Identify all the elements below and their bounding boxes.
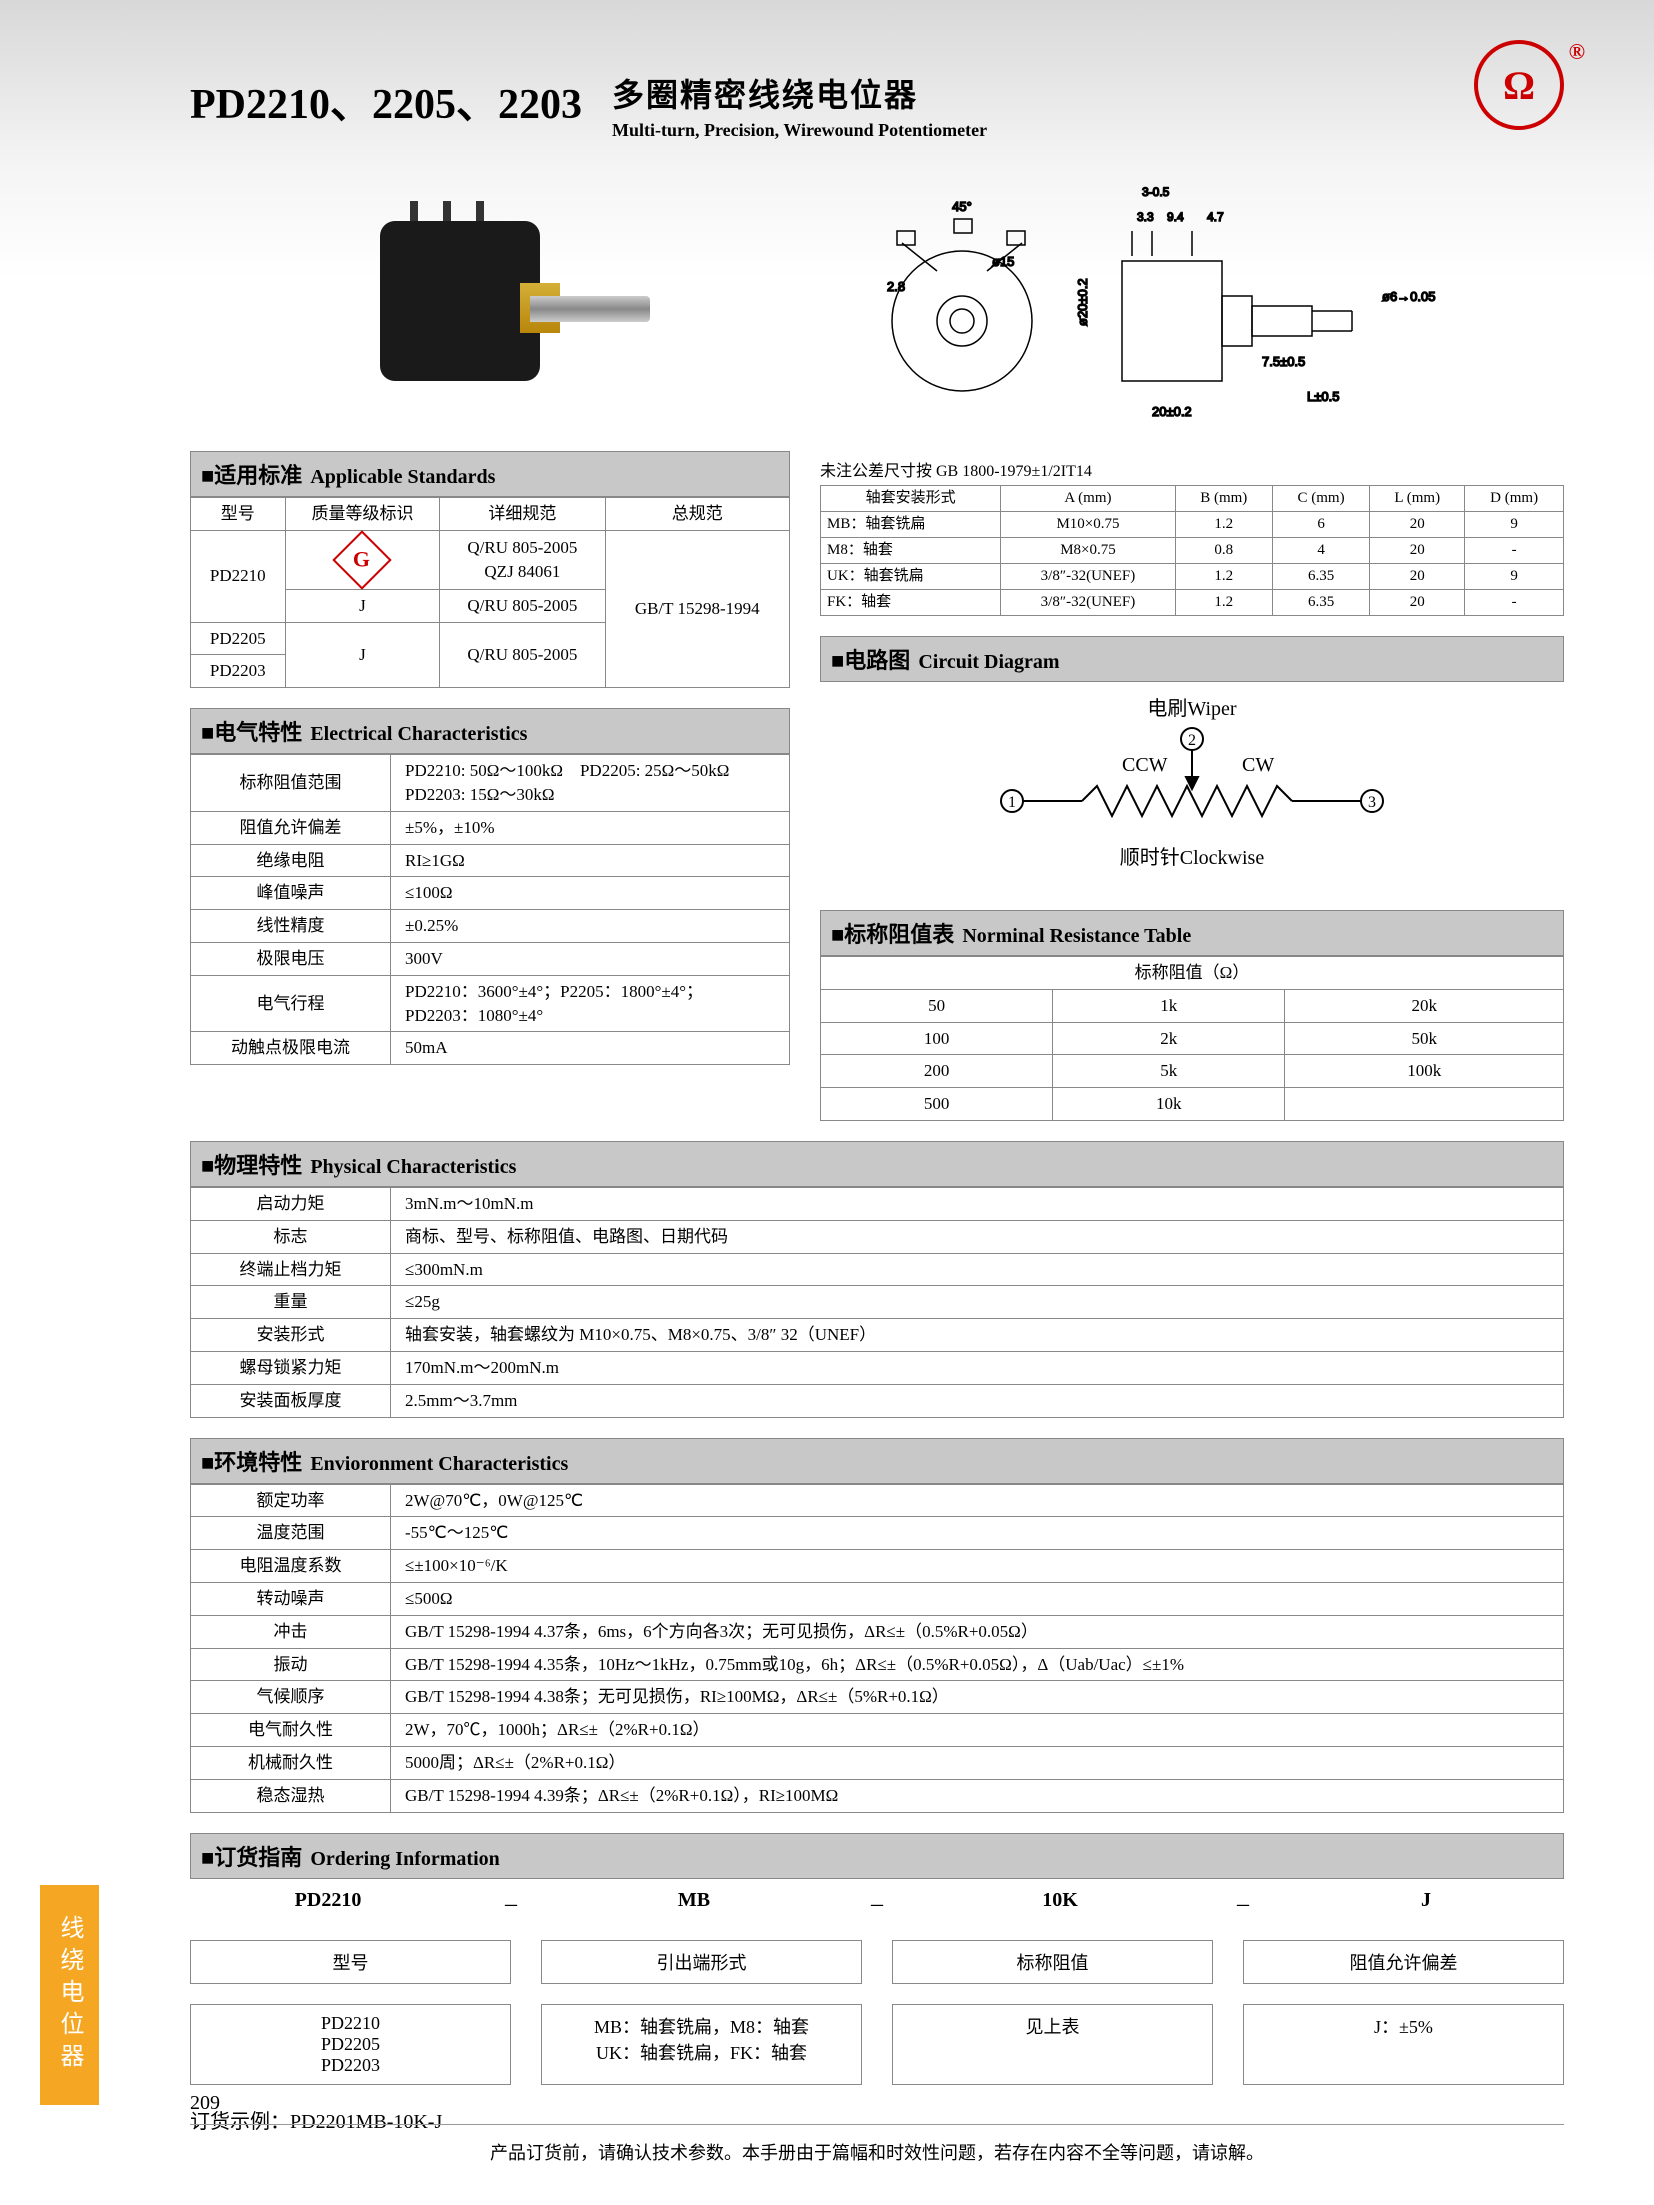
svg-text:2.8: 2.8 — [887, 279, 905, 294]
dimension-note: 未注公差尺寸按 GB 1800-1979±1/2IT14 — [820, 457, 1564, 481]
page-footer: 产品订货前，请确认技术参数。本手册由于篇幅和时效性问题，若存在内容不全等问题，请… — [190, 2124, 1564, 2165]
section-electrical: ■电气特性Electrical Characteristics — [190, 708, 790, 754]
svg-text:4.7: 4.7 — [1207, 210, 1224, 224]
env-table: 额定功率2W@70℃，0W@125℃温度范围-55℃～125℃电阻温度系数≤±1… — [190, 1484, 1564, 1813]
section-ordering: ■订货指南Ordering Information — [190, 1833, 1564, 1879]
svg-text:CCW: CCW — [1122, 754, 1168, 776]
section-standards: ■适用标准Applicable Standards — [190, 451, 790, 497]
svg-text:2: 2 — [1188, 732, 1196, 749]
product-photo — [350, 191, 630, 411]
svg-text:7.5±0.5: 7.5±0.5 — [1262, 354, 1305, 369]
dimension-drawing: 45° 2.8 ø15 3.3 9.4 — [820, 171, 1564, 451]
g-mark-icon: G — [333, 530, 392, 589]
bushing-table: 轴套安装形式A (mm)B (mm)C (mm)L (mm)D (mm)MB：轴… — [820, 485, 1564, 616]
svg-text:L±0.5: L±0.5 — [1307, 389, 1339, 404]
part-numbers: PD2210、2205、2203 — [190, 70, 582, 131]
section-physical: ■物理特性Physical Characteristics — [190, 1141, 1564, 1187]
svg-text:CW: CW — [1242, 754, 1274, 776]
svg-text:9.4: 9.4 — [1167, 210, 1184, 224]
section-resistance: ■标称阻值表Norminal Resistance Table — [820, 910, 1564, 956]
svg-text:20±0.2: 20±0.2 — [1152, 404, 1192, 419]
brand-logo: Ω — [1474, 40, 1564, 130]
svg-text:ø20±0.2: ø20±0.2 — [1075, 278, 1090, 326]
svg-text:ø15: ø15 — [992, 254, 1014, 269]
svg-text:3-0.5: 3-0.5 — [1142, 185, 1170, 199]
page-header: PD2210、2205、2203 多圈精密线绕电位器 Multi-turn, P… — [190, 70, 1564, 141]
physical-table: 启动力矩3mN.m～10mN.m标志商标、型号、标称阻值、电路图、日期代码终端止… — [190, 1187, 1564, 1418]
svg-text:3.3: 3.3 — [1137, 210, 1154, 224]
electrical-table: 标称阻值范围PD2210: 50Ω～100kΩ PD2205: 25Ω～50kΩ… — [190, 754, 790, 1065]
standards-table: 型号 质量等级标识 详细规范 总规范 PD2210 G Q/RU 805-200… — [190, 497, 790, 688]
svg-text:3: 3 — [1368, 794, 1376, 811]
ordering-values: PD2210 PD2205 PD2203 MB：轴套铣扁，M8：轴套 UK：轴套… — [190, 1994, 1564, 2095]
circuit-diagram: 电刷Wiper 2 1 3 CCW CW 顺时针Clockwi — [820, 682, 1564, 890]
section-env: ■环境特性Envioronment Characteristics — [190, 1438, 1564, 1484]
title-en: Multi-turn, Precision, Wirewound Potenti… — [612, 120, 987, 141]
section-circuit: ■电路图Circuit Diagram — [820, 636, 1564, 682]
title-cn: 多圈精密线绕电位器 — [612, 70, 987, 116]
ordering-labels: 型号 引出端形式 标称阻值 阻值允许偏差 — [190, 1930, 1564, 1994]
resistance-table: 标称阻值（Ω）501k20k1002k50k2005k100k50010k — [820, 956, 1564, 1121]
svg-text:ø6→0.05: ø6→0.05 — [1382, 289, 1435, 304]
ordering-heads: PD2210 – MB – 10K – J — [190, 1879, 1564, 1930]
svg-text:45°: 45° — [952, 199, 972, 214]
svg-text:1: 1 — [1008, 794, 1016, 811]
